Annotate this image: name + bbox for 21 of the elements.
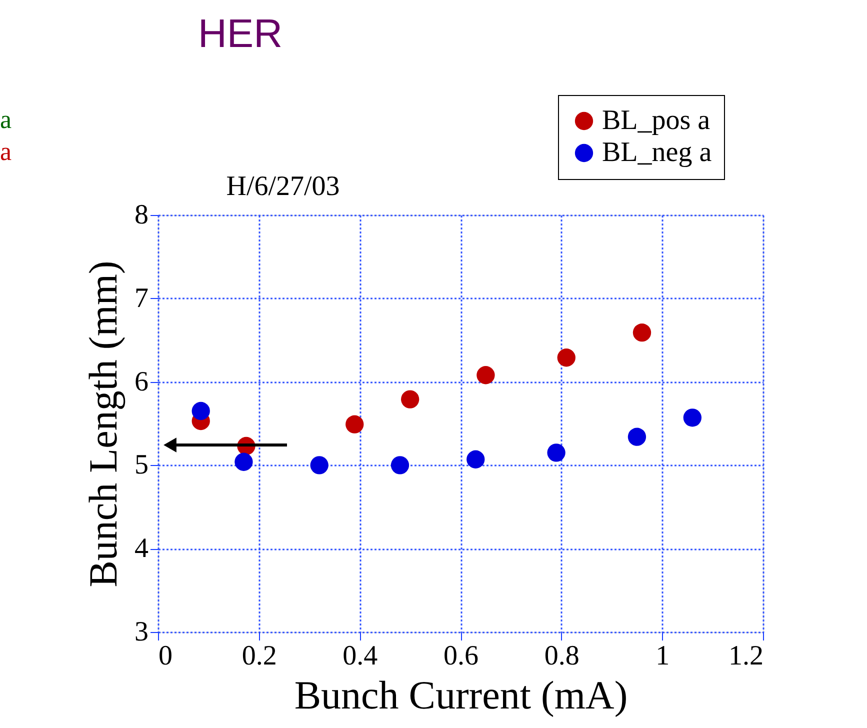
legend-label: BL_neg a — [602, 137, 712, 168]
y-tick-label: 5 — [134, 450, 148, 481]
x-tick-label: 0 — [158, 640, 172, 672]
y-tick-label: 6 — [134, 366, 148, 398]
y-tick-label: 4 — [134, 533, 148, 564]
x-tick-label: 1.2 — [728, 640, 764, 672]
chart-subtitle: H/6/27/03 — [226, 171, 340, 202]
y-tick-label: 8 — [134, 200, 148, 230]
x-tick-label: 1 — [656, 640, 670, 672]
y-tick-label: 7 — [134, 282, 148, 314]
x-tick-label: 0.6 — [444, 640, 478, 672]
y-tick-label: 3 — [134, 616, 148, 648]
y-axis-title: Bunch Length (mm) — [80, 260, 126, 588]
x-tick-label: 0.4 — [342, 640, 378, 672]
x-tick-label: 0.2 — [242, 640, 277, 672]
text: a — [0, 105, 12, 134]
legend-label: BL_pos a — [602, 105, 711, 136]
chart-title: HER — [198, 12, 282, 56]
text: a — [0, 137, 12, 166]
x-tick-label: 0.8 — [544, 640, 580, 672]
x-axis-title: Bunch Current (mA) — [294, 672, 628, 718]
